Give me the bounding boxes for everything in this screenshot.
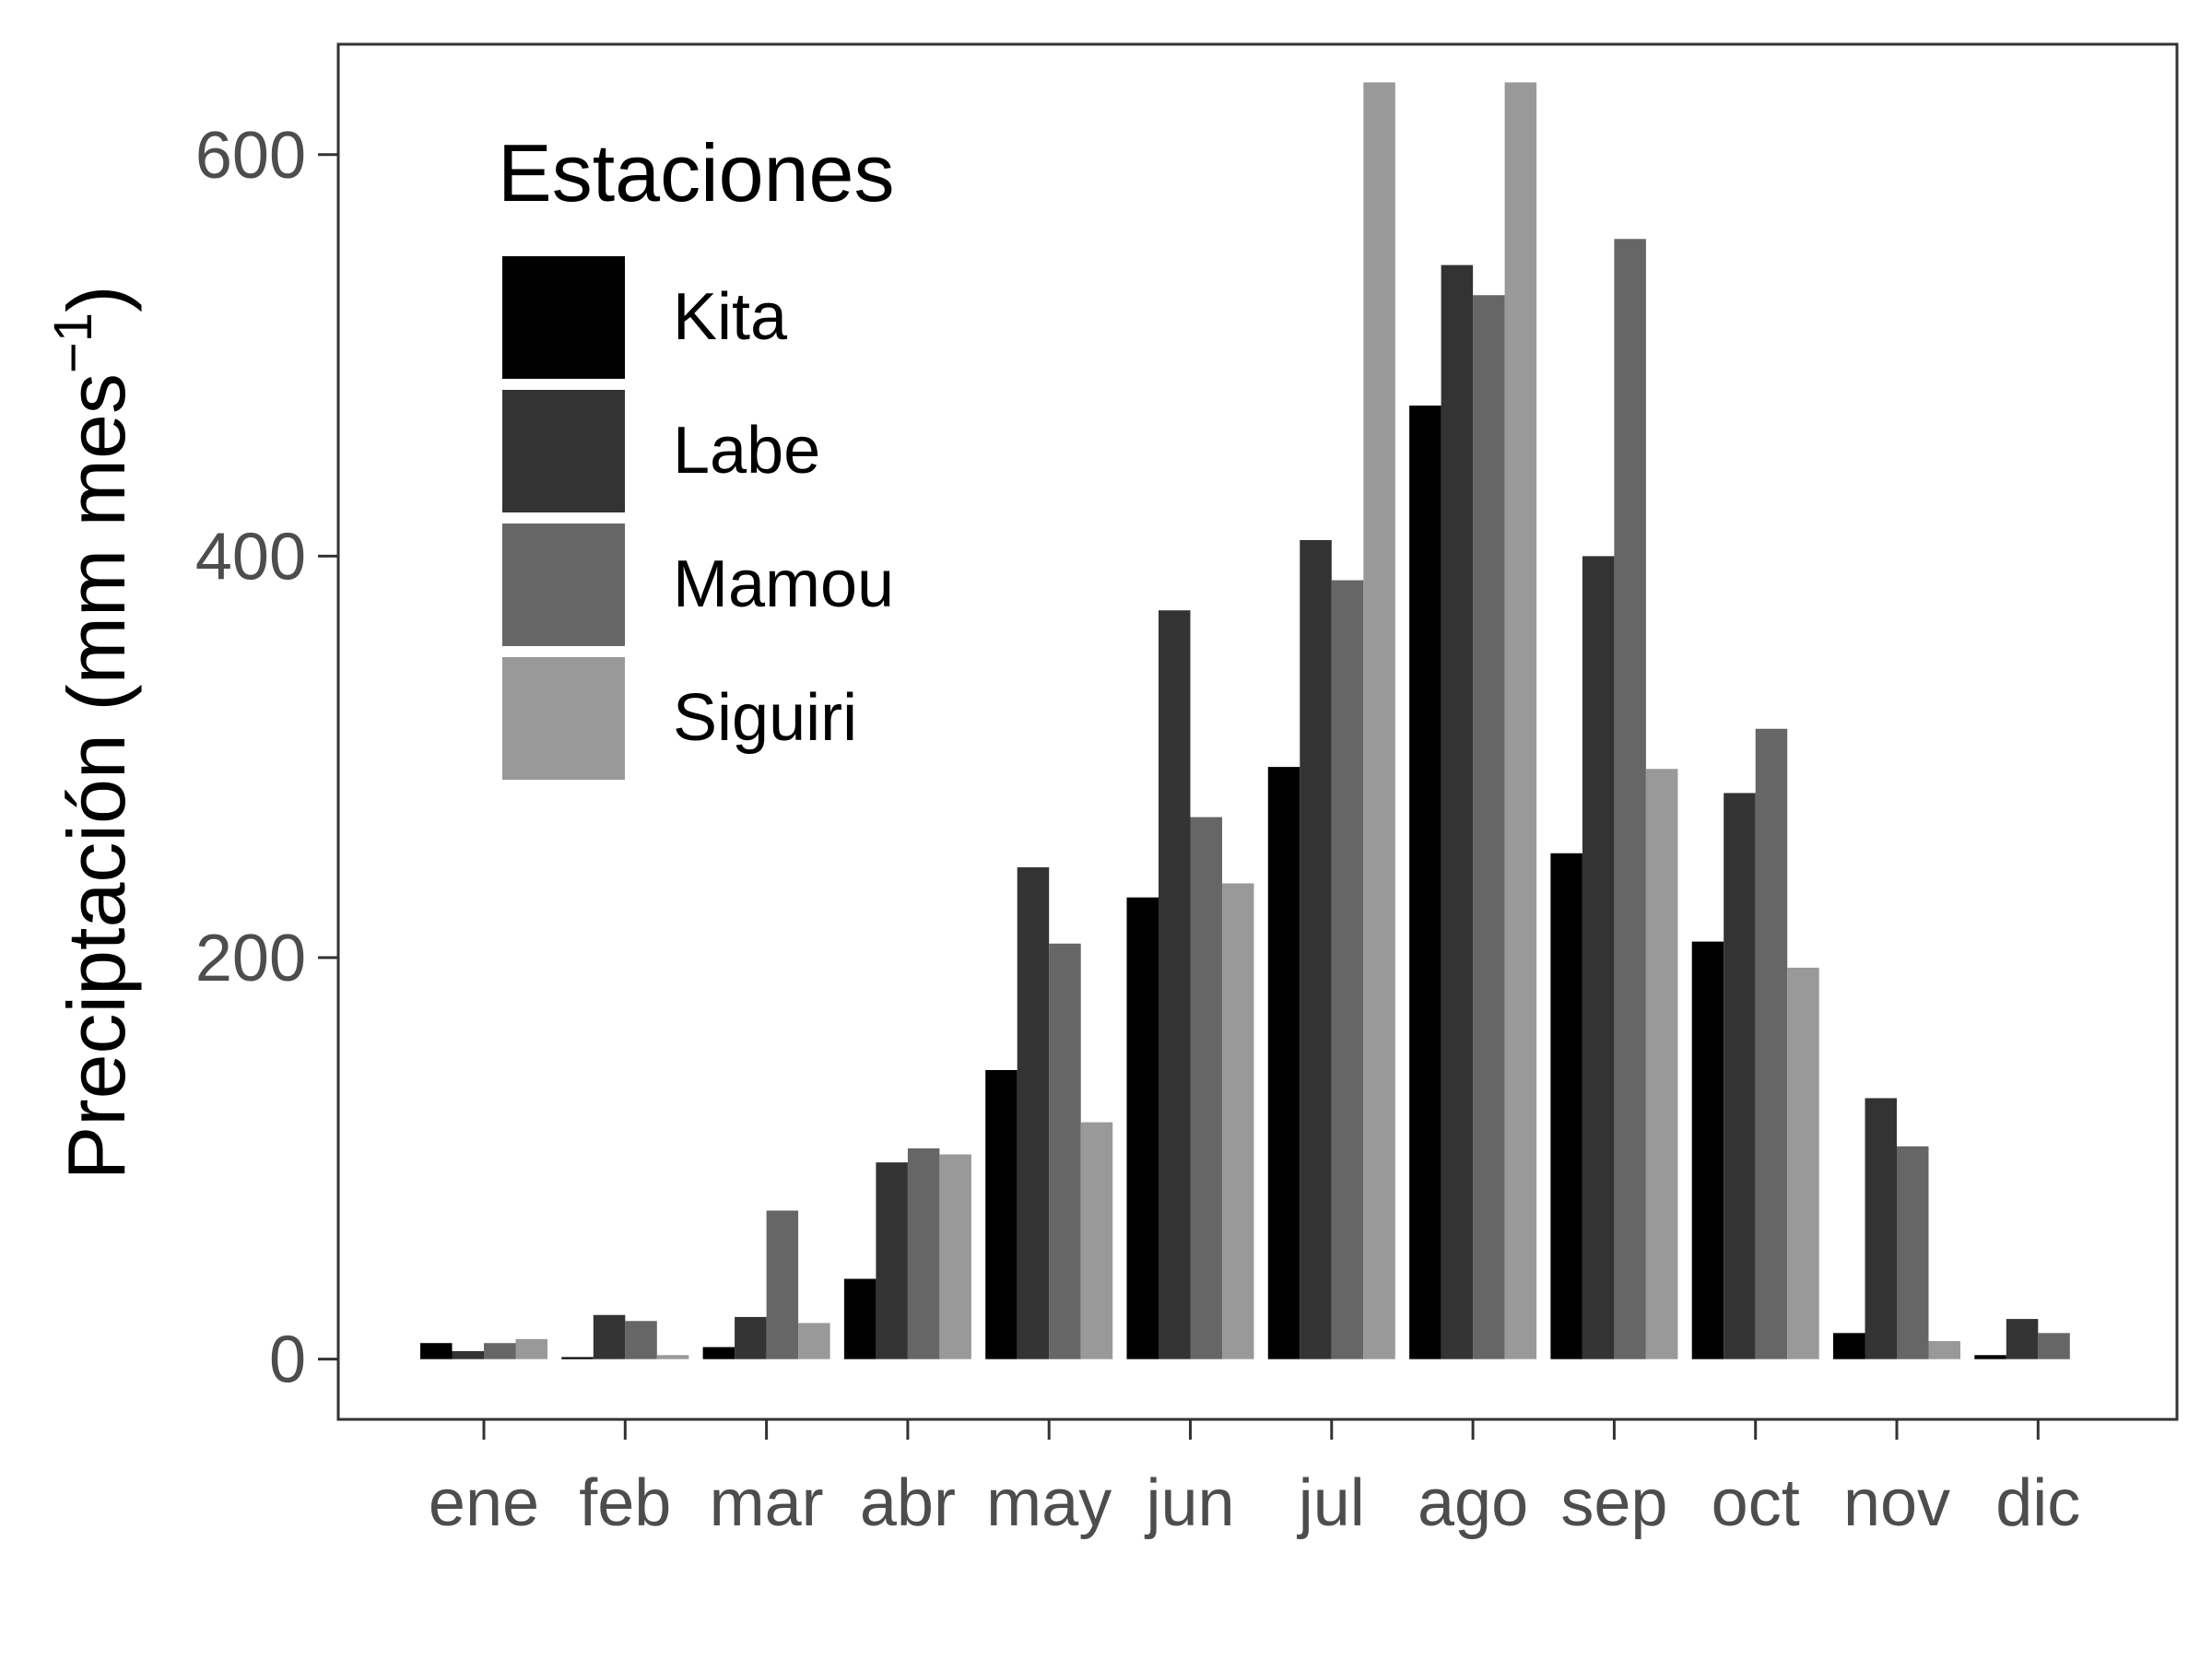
bar-siguiri-ene <box>515 1338 547 1359</box>
bar-siguiri-feb <box>656 1355 689 1359</box>
legend-title: Estaciones <box>498 127 894 218</box>
x-tick-label-ago: ago <box>1418 1466 1528 1540</box>
bar-kita-mar <box>702 1347 735 1359</box>
x-tick-label-nov: nov <box>1843 1466 1950 1540</box>
bar-labe-sep <box>1582 556 1615 1359</box>
x-tick-label-jul: jul <box>1297 1466 1365 1540</box>
bar-labe-abr <box>876 1162 908 1359</box>
y-axis-title-superscript: −1 <box>43 312 103 373</box>
legend-key-mamou <box>502 524 625 646</box>
legend-label-labe: Labe <box>673 414 820 488</box>
bar-kita-ene <box>420 1343 453 1359</box>
bar-labe-mar <box>735 1316 767 1359</box>
bar-siguiri-may <box>1080 1122 1113 1359</box>
bar-labe-oct <box>1724 793 1756 1359</box>
x-tick-label-mar: mar <box>710 1466 824 1540</box>
y-tick-label: 400 <box>195 520 306 594</box>
bar-mamou-may <box>1049 943 1081 1359</box>
x-tick-label-feb: feb <box>579 1466 671 1540</box>
bar-siguiri-oct <box>1787 967 1819 1359</box>
bar-kita-oct <box>1691 941 1724 1359</box>
bar-kita-may <box>985 1070 1018 1359</box>
x-tick-label-abr: abr <box>860 1466 956 1540</box>
bar-labe-jul <box>1300 539 1332 1359</box>
legend-label-kita: Kita <box>673 280 788 354</box>
plot-panel-border <box>336 42 2179 1421</box>
bar-siguiri-nov <box>1928 1341 1960 1359</box>
y-tick-label: 0 <box>269 1324 306 1397</box>
y-tick-label: 200 <box>195 922 306 995</box>
bar-siguiri-mar <box>798 1323 830 1359</box>
x-tick-label-dic: dic <box>1995 1466 2080 1540</box>
x-tick-label-oct: oct <box>1712 1466 1800 1540</box>
bar-mamou-jun <box>1190 817 1222 1359</box>
x-tick-label-sep: sep <box>1560 1466 1667 1540</box>
bar-labe-jun <box>1159 610 1191 1359</box>
bar-kita-abr <box>843 1278 877 1359</box>
bar-siguiri-jun <box>1222 883 1254 1359</box>
bar-mamou-ene <box>484 1343 516 1359</box>
bar-labe-feb <box>593 1314 626 1359</box>
y-axis-title-close: ) <box>51 286 142 312</box>
bars-group <box>420 82 2070 1359</box>
legend: Estaciones Kita Labe Mamou Siguiri <box>498 127 894 780</box>
bar-labe-ago <box>1441 265 1474 1359</box>
bar-labe-nov <box>1865 1098 1897 1359</box>
bar-siguiri-sep <box>1645 769 1678 1359</box>
legend-label-mamou: Mamou <box>673 547 894 621</box>
bar-mamou-feb <box>625 1321 657 1359</box>
bar-kita-feb <box>561 1357 594 1359</box>
bar-kita-ago <box>1409 406 1441 1359</box>
bar-labe-may <box>1017 867 1050 1359</box>
legend-key-kita <box>502 256 625 379</box>
x-tick-label-may: may <box>986 1466 1112 1540</box>
bar-mamou-dic <box>2038 1333 2070 1359</box>
bar-siguiri-ago <box>1504 82 1537 1359</box>
bar-labe-dic <box>2006 1319 2039 1359</box>
x-axis: ene feb mar abr may jun jul ago sep oct nov dic <box>429 1419 2080 1540</box>
bar-kita-jun <box>1126 897 1159 1359</box>
bar-kita-jul <box>1267 767 1300 1359</box>
bar-kita-dic <box>1974 1355 2006 1359</box>
y-axis: 0 200 400 600 <box>195 119 338 1397</box>
legend-label-siguiri: Siguiri <box>673 681 857 755</box>
bar-labe-ene <box>452 1350 484 1359</box>
bar-mamou-mar <box>766 1210 799 1359</box>
bar-mamou-nov <box>1897 1146 1929 1359</box>
bar-mamou-sep <box>1614 239 1646 1359</box>
bar-kita-sep <box>1550 853 1583 1359</box>
x-tick-label-jun: jun <box>1144 1466 1234 1540</box>
legend-key-labe <box>502 390 625 512</box>
bar-mamou-oct <box>1755 728 1788 1359</box>
bar-mamou-abr <box>907 1147 940 1359</box>
x-tick-label-ene: ene <box>429 1466 539 1540</box>
legend-key-siguiri <box>502 657 625 780</box>
bar-kita-nov <box>1833 1333 1865 1359</box>
y-axis-title: Preciptación (mm mes−1) <box>43 286 142 1181</box>
y-tick-label: 600 <box>195 119 306 193</box>
bar-mamou-jul <box>1331 580 1364 1359</box>
bar-siguiri-jul <box>1363 82 1395 1359</box>
bar-siguiri-abr <box>939 1154 971 1359</box>
bar-mamou-ago <box>1473 295 1505 1359</box>
y-axis-title-main: Preciptación (mm mes <box>51 373 142 1180</box>
